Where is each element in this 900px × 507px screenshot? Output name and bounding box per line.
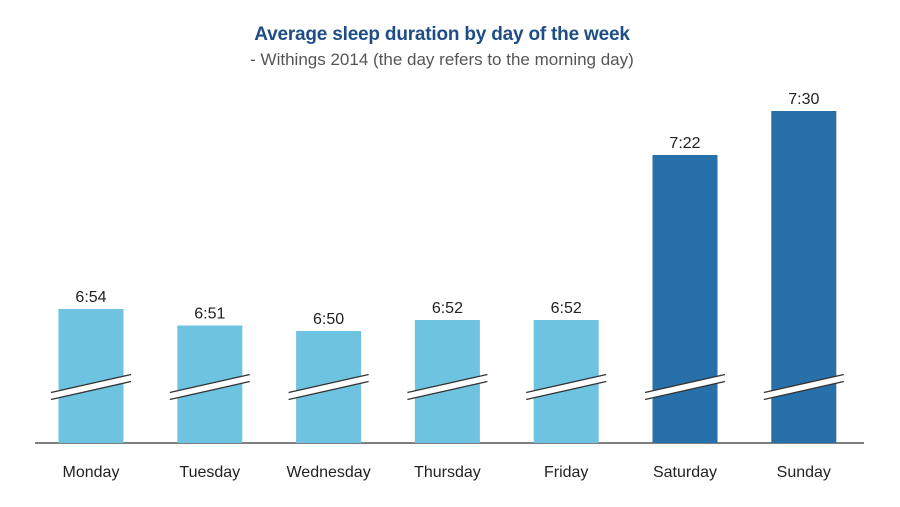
axis-break-band-tuesday [169, 374, 250, 400]
axis-break-line-upper-tuesday [169, 373, 250, 394]
axis-break-line-upper-sunday [763, 373, 844, 394]
chart-subtitle: - Withings 2014 (the day refers to the m… [250, 50, 634, 69]
chart-title: Average sleep duration by day of the wee… [254, 24, 630, 45]
data-label-sunday: 7:30 [788, 91, 819, 108]
axis-break-line-upper-friday [526, 373, 607, 394]
data-label-saturday: 7:22 [669, 135, 700, 152]
axis-break-line-lower-sunday [763, 380, 844, 401]
x-tick-label-tuesday: Tuesday [179, 464, 240, 481]
axis-break-line-lower-saturday [644, 380, 726, 401]
axis-break-line-lower-wednesday [288, 380, 369, 401]
axis-break-band-wednesday [288, 374, 369, 400]
x-tick-label-saturday: Saturday [653, 464, 717, 481]
axis-break-line-upper-wednesday [288, 373, 369, 394]
axis-break-band-saturday [645, 374, 725, 400]
data-label-friday: 6:52 [551, 300, 582, 317]
axis-break-band-monday [51, 374, 131, 400]
data-label-monday: 6:54 [75, 289, 106, 306]
x-tick-label-friday: Friday [544, 464, 588, 481]
bar-saturday [652, 155, 718, 443]
bar-monday [58, 309, 124, 443]
axis-break-band-friday [526, 374, 607, 400]
x-tick-label-thursday: Thursday [414, 464, 481, 481]
axis-break-line-upper-monday [50, 373, 132, 394]
data-label-tuesday: 6:51 [194, 306, 225, 323]
axis-break-band-thursday [407, 374, 488, 400]
axis-break-line-lower-tuesday [169, 380, 250, 401]
axis-break-line-upper-saturday [644, 373, 726, 394]
x-tick-label-wednesday: Wednesday [286, 464, 370, 481]
axis-break-line-lower-thursday [407, 380, 488, 401]
data-label-thursday: 6:52 [432, 300, 463, 317]
x-tick-label-sunday: Sunday [777, 464, 831, 481]
data-label-wednesday: 6:50 [313, 311, 344, 328]
axis-break-band-sunday [763, 374, 844, 400]
axis-break-line-upper-thursday [407, 373, 488, 394]
x-tick-label-monday: Monday [63, 464, 120, 481]
axis-break-line-lower-friday [526, 380, 607, 401]
axis-break-line-lower-monday [50, 380, 132, 401]
